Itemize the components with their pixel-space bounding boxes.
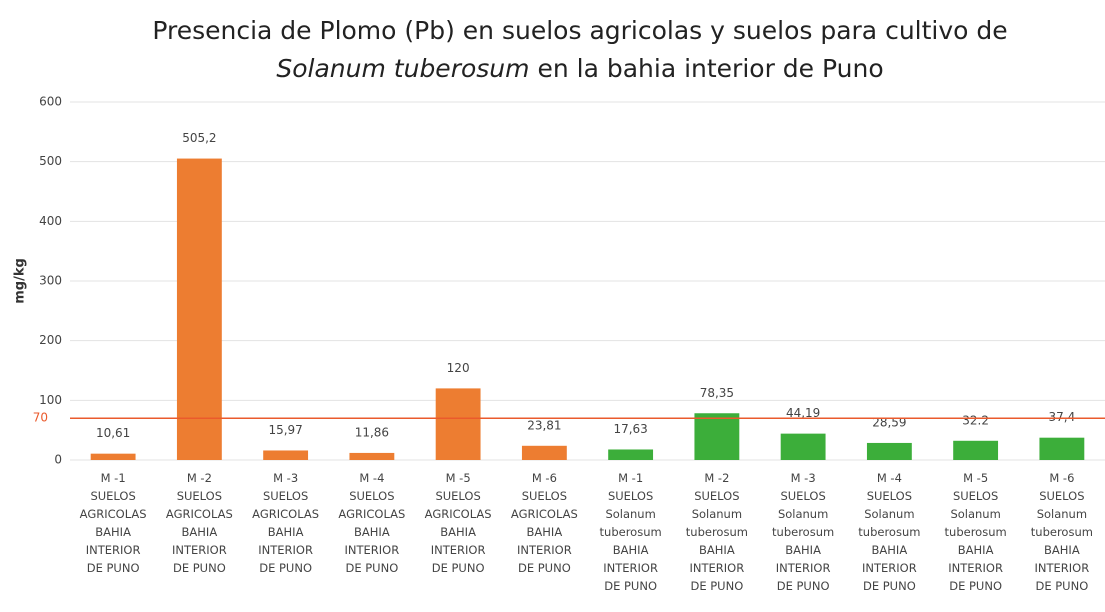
chart-title: Solanum tuberosum en la bahia interior d… <box>276 54 883 83</box>
x-tick-label: M -3 SUELOS AGRICOLAS BAHIA INTERIOR DE … <box>252 471 320 575</box>
bar <box>90 453 136 460</box>
title-part: Solanum tuberosum <box>276 54 529 83</box>
data-label: 10,61 <box>96 426 130 440</box>
x-tick-label: M -1 SUELOS Solanum tuberosum BAHIA INTE… <box>599 471 662 593</box>
bar <box>1039 437 1085 460</box>
data-label: 78,35 <box>700 386 734 400</box>
bar <box>866 442 912 460</box>
bar <box>780 433 826 460</box>
data-label: 44,19 <box>786 406 820 420</box>
reference-label: 70 <box>33 411 48 425</box>
x-tick-label: M -1 SUELOS AGRICOLAS BAHIA INTERIOR DE … <box>79 471 147 575</box>
x-tick-label: M -5 SUELOS Solanum tuberosum BAHIA INTE… <box>944 471 1007 593</box>
x-tick-label: M -4 SUELOS AGRICOLAS BAHIA INTERIOR DE … <box>338 471 406 575</box>
bar <box>694 413 740 460</box>
x-tick-label: M -2 SUELOS Solanum tuberosum BAHIA INTE… <box>685 471 748 593</box>
bar <box>521 445 567 460</box>
data-label: 505,2 <box>182 131 216 145</box>
bar <box>608 449 654 460</box>
data-label: 17,63 <box>613 422 647 436</box>
data-label: 32.2 <box>962 413 989 427</box>
bar <box>349 452 395 460</box>
x-tick-label: M -2 SUELOS AGRICOLAS BAHIA INTERIOR DE … <box>165 471 233 575</box>
y-tick-label: 400 <box>39 214 62 228</box>
y-tick-label: 200 <box>39 333 62 347</box>
data-label: 15,97 <box>268 423 302 437</box>
bar <box>953 440 999 460</box>
bar <box>263 450 309 460</box>
y-tick-label: 0 <box>54 453 62 467</box>
y-axis-label: mg/kg <box>13 258 28 304</box>
x-tick-label: M -3 SUELOS Solanum tuberosum BAHIA INTE… <box>772 471 835 593</box>
x-tick-label: M -4 SUELOS Solanum tuberosum BAHIA INTE… <box>858 471 921 593</box>
data-label: 37,4 <box>1049 410 1076 424</box>
chart-title: Presencia de Plomo (Pb) en suelos agrico… <box>152 16 1007 45</box>
x-tick-label: M -6 SUELOS AGRICOLAS BAHIA INTERIOR DE … <box>510 471 578 575</box>
data-label: 120 <box>447 361 470 375</box>
y-tick-label: 100 <box>39 393 62 407</box>
x-tick-label: M -5 SUELOS AGRICOLAS BAHIA INTERIOR DE … <box>424 471 492 575</box>
y-tick-label: 300 <box>39 274 62 288</box>
bar <box>176 158 222 460</box>
data-label: 11,86 <box>355 425 389 439</box>
title-part: en la bahia interior de Puno <box>537 54 883 83</box>
bar <box>435 388 481 460</box>
y-tick-label: 500 <box>39 154 62 168</box>
y-tick-label: 600 <box>39 95 62 109</box>
x-tick-label: M -6 SUELOS Solanum tuberosum BAHIA INTE… <box>1030 471 1093 593</box>
data-label: 23,81 <box>527 418 561 432</box>
